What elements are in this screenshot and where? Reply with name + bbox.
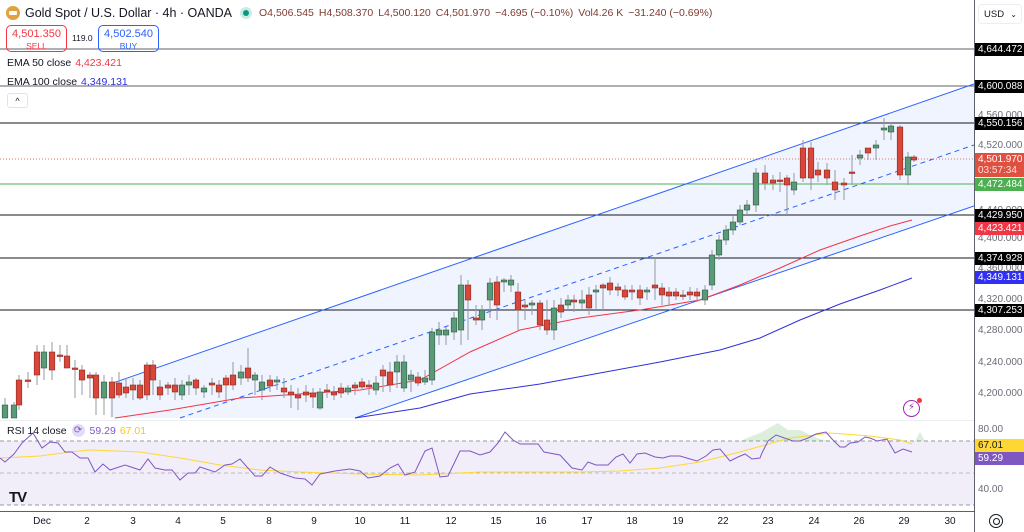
price-chart[interactable] [0, 0, 974, 511]
time-tick: 2 [84, 516, 90, 527]
rsi-ma-value: 67.01 [119, 424, 147, 437]
time-tick: 4 [175, 516, 181, 527]
close-value: C4,501.970 [435, 7, 491, 19]
chart-header: Gold Spot / U.S. Dollar · 4h · OANDA O4,… [6, 5, 717, 21]
time-tick: 24 [808, 516, 820, 527]
time-tick: 15 [490, 516, 502, 527]
last-price-tag: 4,501.970 03:57:34 [975, 153, 1024, 177]
sell-label: SELL [26, 41, 47, 51]
price-tick: 4,200.000 [978, 388, 1023, 399]
rsi-tick: 80.00 [978, 424, 1004, 435]
time-tick: 11 [399, 516, 411, 527]
high-value: H4,508.370 [318, 7, 374, 19]
sell-button[interactable]: 4,501.350 SELL [6, 25, 67, 52]
green-level-tag: 4,472.484 [975, 178, 1024, 191]
rsi-tick: 40.00 [978, 484, 1004, 495]
collapse-legend-button[interactable]: ^ [7, 93, 28, 108]
loop-icon[interactable]: ⟳ [71, 424, 85, 437]
ema50-tag: 4,423.421 [975, 222, 1024, 235]
rsi-value: 59.29 [89, 424, 116, 437]
sell-price: 4,501.350 [12, 28, 61, 40]
bar-countdown: 03:57:34 [978, 165, 1017, 176]
ema50-value: 4,423.421 [75, 57, 122, 69]
time-tick: 9 [311, 516, 317, 527]
currency-label: USD [984, 9, 1005, 20]
time-tick: 16 [535, 516, 547, 527]
ema100-tag: 4,349.131 [975, 271, 1024, 284]
level-tag: 4,307.253 [975, 304, 1024, 317]
time-tick: 22 [717, 516, 729, 527]
currency-select[interactable]: USD ⌄ [978, 4, 1022, 24]
time-tick: 23 [762, 516, 774, 527]
rsi-label: RSI 14 close [7, 424, 67, 437]
price-tick: 4,400.000 [978, 233, 1023, 244]
level-tag: 4,429.950 [975, 209, 1024, 222]
time-tick: 10 [354, 516, 366, 527]
time-tick: 3 [130, 516, 136, 527]
ema100-label: EMA 100 close [7, 76, 78, 88]
settings-gear-icon[interactable] [989, 514, 1003, 528]
market-open-icon [240, 7, 253, 19]
lightning-alert-icon[interactable]: ⚡ [903, 398, 922, 417]
level-tag: 4,550.156 [975, 117, 1024, 130]
rsi-tag: 59.29 [975, 452, 1024, 465]
volume-value: Vol4.26 K [578, 7, 624, 19]
tradingview-logo-icon[interactable]: TV [9, 489, 27, 506]
time-tick: 8 [266, 516, 272, 527]
rsi-pane[interactable] [0, 420, 974, 511]
low-value: L4,500.120 [378, 7, 431, 19]
time-axis[interactable] [0, 511, 974, 532]
time-tick: Dec [33, 516, 51, 527]
last-price: 4,501.970 [978, 154, 1023, 165]
time-tick: 5 [220, 516, 226, 527]
open-value: O4,506.545 [259, 7, 314, 19]
time-tick: 26 [853, 516, 865, 527]
level-tag: 4,374.928 [975, 252, 1024, 265]
volume-change-value: −31.240 (−0.69%) [628, 7, 713, 19]
time-tick: 18 [626, 516, 638, 527]
chevron-down-icon: ⌄ [1010, 10, 1017, 19]
price-tick: 4,240.000 [978, 357, 1023, 368]
time-tick: 12 [445, 516, 457, 527]
time-tick: 17 [581, 516, 593, 527]
ema50-legend[interactable]: EMA 50 close 4,423.421 [7, 57, 122, 69]
gold-icon [6, 6, 20, 20]
level-tag: 4,600.088 [975, 80, 1024, 93]
price-tick: 4,360.000 [978, 263, 1023, 274]
spread-value: 119.0 [72, 33, 93, 43]
time-tick: 19 [672, 516, 684, 527]
buy-button[interactable]: 4,502.540 BUY [98, 25, 159, 52]
price-tick: 4,560.000 [978, 110, 1023, 121]
symbol-title[interactable]: Gold Spot / U.S. Dollar · 4h · OANDA [25, 6, 233, 20]
price-tick: 4,520.000 [978, 140, 1023, 151]
rsi-legend[interactable]: RSI 14 close ⟳ 59.29 67.01 [7, 424, 146, 437]
buy-label: BUY [119, 41, 138, 51]
ohlc-values: O4,506.545 H4,508.370 L4,500.120 C4,501.… [259, 7, 717, 19]
price-tick: 4,320.000 [978, 294, 1023, 305]
ema100-legend[interactable]: EMA 100 close 4,349.131 [7, 76, 128, 88]
change-value: −4.695 (−0.10%) [495, 7, 574, 19]
time-tick: 29 [898, 516, 910, 527]
ema100-value: 4,349.131 [81, 76, 128, 88]
ema50-label: EMA 50 close [7, 57, 72, 69]
rsi-ma-tag: 67.01 [975, 439, 1024, 452]
time-tick: 30 [944, 516, 956, 527]
price-tick: 4,280.000 [978, 325, 1023, 336]
buy-price: 4,502.540 [104, 28, 153, 40]
level-tag: 4,644.472 [975, 43, 1024, 56]
